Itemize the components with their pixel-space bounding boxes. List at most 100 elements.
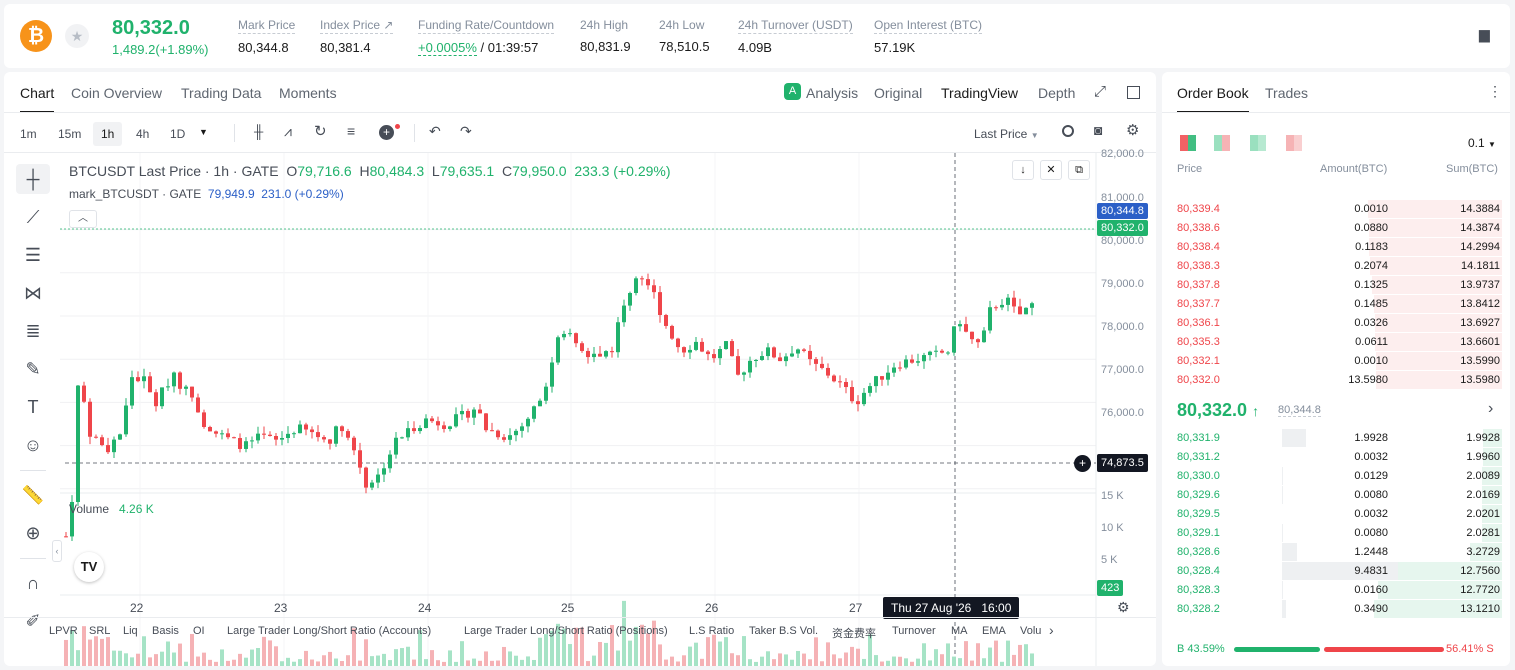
indicator-volume[interactable]: Volu [1020, 625, 1042, 637]
bid-row[interactable]: 80,328.4 9.4831 12.7560 [1162, 562, 1510, 581]
crosshair-plus-icon[interactable]: + [1074, 455, 1091, 472]
interval-4h[interactable]: 4h [136, 127, 150, 141]
ask-row[interactable]: 80,338.4 0.1183 14.2994 [1162, 238, 1510, 257]
indicator-srl[interactable]: SRL [89, 625, 111, 637]
favorite-star-icon[interactable]: ★ [65, 24, 89, 48]
close-pane-button[interactable]: ✕ [1040, 160, 1062, 180]
indicator-liq[interactable]: Liq [123, 625, 138, 637]
tab-order-book[interactable]: Order Book [1177, 85, 1249, 113]
bid-row[interactable]: 80,329.6 0.0080 2.0169 [1162, 486, 1510, 505]
tab-moments[interactable]: Moments [279, 85, 337, 101]
indicator-oi[interactable]: OI [193, 625, 205, 637]
indicator-next-icon[interactable]: › [1049, 622, 1054, 638]
tab-original[interactable]: Original [874, 85, 923, 101]
book-view-asks-icon[interactable] [1286, 135, 1302, 151]
interval-1m[interactable]: 1m [20, 127, 37, 141]
ruler-tool-icon[interactable]: 📏 [21, 484, 45, 505]
price-type-select[interactable]: Last Price ▼ [974, 127, 1039, 141]
interval-1h[interactable]: 1h [93, 122, 123, 146]
ask-row[interactable]: 80,332.0 13.5980 13.5980 [1162, 371, 1510, 390]
book-view-split-icon[interactable] [1214, 135, 1230, 151]
collapse-toolbar-icon[interactable]: ‹ [52, 540, 62, 562]
bid-row[interactable]: 80,328.2 0.3490 13.1210 [1162, 600, 1510, 619]
magnet-tool-icon[interactable]: ∩ [26, 572, 40, 593]
indicator-taker-bs-vol[interactable]: Taker B.S Vol. [749, 625, 819, 637]
ask-row[interactable]: 80,338.3 0.2074 14.1811 [1162, 257, 1510, 276]
brush-tool-icon[interactable]: ✎ [25, 358, 41, 379]
candle-type-icon[interactable]: ╫ [254, 124, 264, 139]
candlestick-chart[interactable] [60, 153, 1156, 666]
candle-body [190, 386, 194, 398]
search-icon[interactable] [1062, 125, 1074, 137]
maximize-pane-button[interactable]: ⧉ [1068, 160, 1090, 180]
book-view-bids-icon[interactable] [1250, 135, 1266, 151]
camera-icon[interactable]: ◙ [1094, 122, 1103, 138]
add-indicator-icon[interactable]: + [379, 125, 394, 140]
legend-collapse-button[interactable]: ︿ [69, 210, 97, 228]
tab-chart[interactable]: Chart [20, 85, 55, 113]
indicator-basis[interactable]: Basis [152, 625, 179, 637]
ask-row[interactable]: 80,332.1 0.0010 13.5990 [1162, 352, 1510, 371]
scroll-down-button[interactable]: ↓ [1012, 160, 1034, 180]
ask-row[interactable]: 80,336.1 0.0326 13.6927 [1162, 314, 1510, 333]
bid-row[interactable]: 80,328.6 1.2448 3.2729 [1162, 543, 1510, 562]
bid-row[interactable]: 80,329.5 0.0032 2.0201 [1162, 505, 1510, 524]
indicator-ma[interactable]: MA [951, 625, 968, 637]
indicator-ema[interactable]: EMA [982, 625, 1006, 637]
horizontal-lines-tool-icon[interactable]: ☰ [24, 244, 42, 265]
indicator-ltlsr-accounts[interactable]: Large Trader Long/Short Ratio (Accounts) [227, 625, 432, 637]
replay-icon[interactable]: ↻ [314, 123, 327, 140]
volume-bar [904, 658, 908, 666]
bid-row[interactable]: 80,329.1 0.0080 2.0281 [1162, 524, 1510, 543]
tab-tradingview[interactable]: TradingView [941, 85, 1019, 101]
tab-trades[interactable]: Trades [1265, 85, 1309, 101]
tab-trading-data[interactable]: Trading Data [181, 85, 262, 101]
indicators-icon[interactable]: ⩘ [284, 123, 292, 139]
ask-row[interactable]: 80,337.8 0.1325 13.9737 [1162, 276, 1510, 295]
stat-index-price[interactable]: Index Price ↗ 80,381.4 [320, 18, 394, 55]
ask-row[interactable]: 80,339.4 0.0010 14.3884 [1162, 200, 1510, 219]
pencil-lock-icon[interactable]: ✐ [25, 610, 41, 631]
tab-depth[interactable]: Depth [1038, 85, 1076, 101]
text-tool-icon[interactable]: T [27, 396, 39, 417]
bid-row[interactable]: 80,331.2 0.0032 1.9960 [1162, 448, 1510, 467]
trendline-tool-icon[interactable]: ⟋ [26, 206, 40, 227]
book-view-both-icon[interactable] [1180, 135, 1196, 151]
indicator-ltlsr-positions[interactable]: Large Trader Long/Short Ratio (Positions… [464, 625, 668, 637]
chart-settings-icon[interactable]: ⚙ [1117, 599, 1130, 615]
templates-icon[interactable]: ≡ [347, 123, 356, 139]
zoom-tool-icon[interactable]: ⊕ [25, 522, 41, 543]
candle-body [586, 350, 590, 358]
emoji-tool-icon[interactable]: ☺ [23, 434, 43, 455]
more-options-icon[interactable]: ⋮ [1488, 83, 1502, 99]
ask-row[interactable]: 80,335.3 0.0611 13.6601 [1162, 333, 1510, 352]
window-icon[interactable] [1127, 86, 1140, 99]
interval-1d[interactable]: 1D [170, 127, 186, 141]
undo-icon[interactable]: ↶ [429, 123, 441, 139]
book-icon[interactable]: ▆ [1479, 26, 1490, 42]
tab-coin-overview[interactable]: Coin Overview [71, 85, 163, 101]
interval-dropdown-icon[interactable]: ▼ [199, 127, 208, 137]
indicator-funding-rate[interactable]: 资金费率 [832, 628, 876, 640]
redo-icon[interactable]: ↷ [460, 123, 472, 139]
indicator-lpvr[interactable]: LPVR [49, 625, 78, 637]
pattern-tool-icon[interactable]: ⋈ [24, 282, 42, 303]
mid-chevron-right-icon[interactable]: › [1488, 400, 1494, 417]
bid-row[interactable]: 80,330.0 0.0129 2.0089 [1162, 467, 1510, 486]
ask-row[interactable]: 80,337.7 0.1485 13.8412 [1162, 295, 1510, 314]
crosshair-tool-icon[interactable]: ┼ [16, 164, 50, 194]
gear-icon[interactable]: ⚙ [1126, 122, 1140, 139]
bid-row[interactable]: 80,331.9 1.9928 1.9928 [1162, 429, 1510, 448]
bid-row[interactable]: 80,328.3 0.0160 12.7720 [1162, 581, 1510, 600]
ask-row[interactable]: 80,338.6 0.0880 14.3874 [1162, 219, 1510, 238]
expand-icon[interactable]: ⤢ [1094, 83, 1107, 100]
volume-bar [532, 659, 536, 666]
volume-bar [682, 655, 686, 666]
fib-tool-icon[interactable]: ≣ [25, 320, 41, 341]
precision-select[interactable]: 0.1 ▼ [1468, 136, 1496, 150]
tab-analysis[interactable]: Analysis [806, 85, 859, 101]
indicator-ls-ratio[interactable]: L.S Ratio [689, 625, 735, 637]
interval-15m[interactable]: 15m [58, 127, 82, 141]
ask-sum: 14.3884 [1460, 203, 1500, 215]
indicator-turnover[interactable]: Turnover [892, 625, 936, 637]
